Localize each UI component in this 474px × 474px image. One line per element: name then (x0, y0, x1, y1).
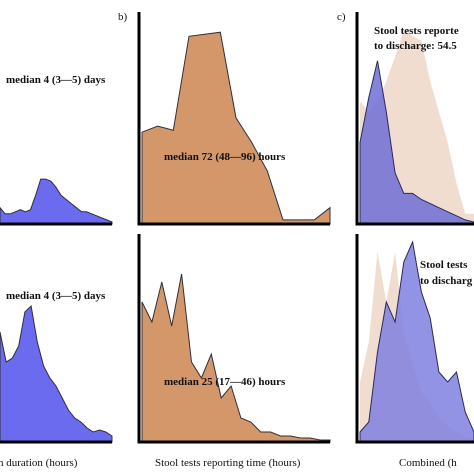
annotation-c-bottom-line1: Stool tests (420, 259, 468, 271)
annotation-a-top: median 4 (3—5) days (6, 74, 106, 86)
area-series-1 (0, 178, 113, 225)
area-series-1 (141, 273, 331, 443)
area-series-2 (359, 60, 474, 225)
xlabel-a: n duration (hours) (0, 457, 78, 469)
panel-c-top (355, 12, 474, 226)
panel-b-bottom (137, 234, 331, 444)
panel-a-top (0, 178, 113, 226)
panel-b-top (137, 12, 331, 226)
panel-c-bottom (355, 234, 474, 444)
area-series-1 (141, 31, 331, 225)
xlabel-c: Combined (h (399, 457, 457, 469)
annotation-c-top-line2: to discharge: 54.5 (374, 40, 457, 52)
annotation-b-bottom: median 25 (17—46) hours (164, 376, 286, 388)
annotation-a-bottom: median 4 (3—5) days (6, 290, 106, 302)
panel-a-bottom (0, 304, 113, 444)
panel-c-label: c) (337, 11, 346, 23)
annotation-c-bottom-line2: to discharg (420, 275, 473, 287)
panel-b-label: b) (118, 11, 128, 23)
area-series-1 (0, 304, 113, 443)
area-series-2 (359, 240, 474, 443)
xlabel-b: Stool tests reporting time (hours) (155, 457, 301, 469)
annotation-c-top-line1: Stool tests reporte (374, 25, 459, 37)
annotation-b-top: median 72 (48—96) hours (164, 151, 286, 163)
